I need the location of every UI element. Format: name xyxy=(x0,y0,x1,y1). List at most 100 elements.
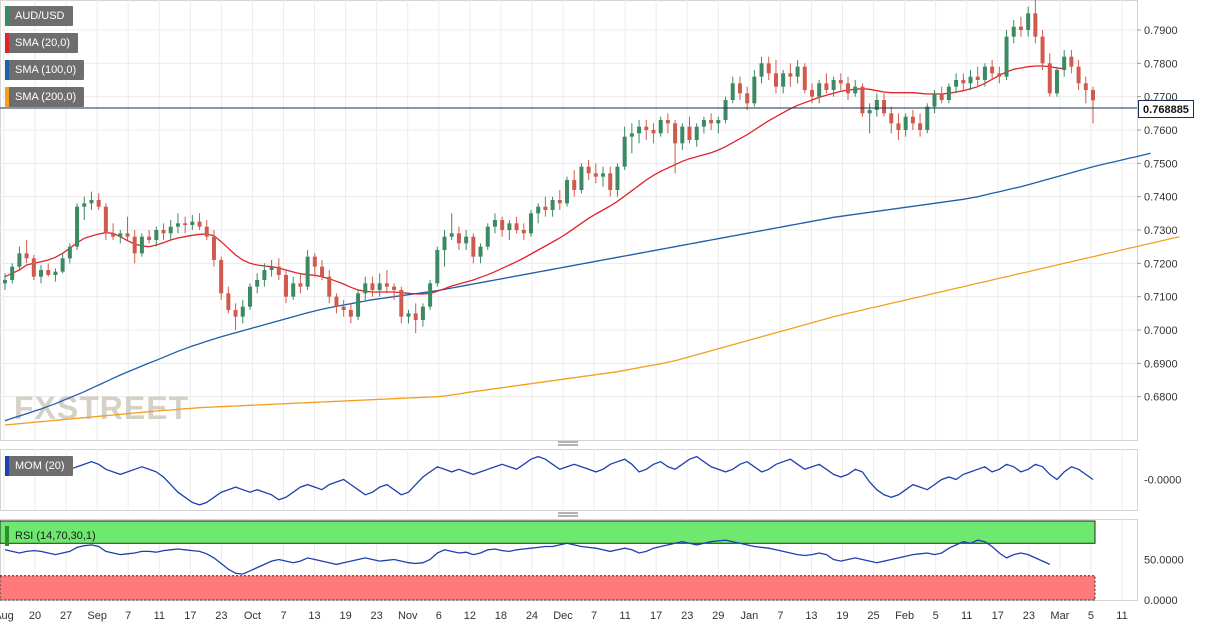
candle-body xyxy=(629,133,634,137)
candle-body xyxy=(485,226,490,247)
date-tick-label: 18 xyxy=(495,610,507,622)
legend-rsi-swatch xyxy=(5,526,9,546)
candle-body xyxy=(46,270,51,275)
candle-body xyxy=(838,80,843,84)
candle-body xyxy=(759,63,764,77)
candle-body xyxy=(809,90,814,97)
candle-body xyxy=(1069,56,1074,67)
date-tick-label: 13 xyxy=(805,610,817,622)
candle-body xyxy=(327,276,332,297)
candle-body xyxy=(111,233,116,237)
candle-body xyxy=(471,236,476,257)
date-tick-label: 20 xyxy=(29,610,41,622)
candle-body xyxy=(680,126,685,144)
candle-body xyxy=(1040,36,1045,64)
candle-body xyxy=(766,63,771,74)
candle-body xyxy=(990,66,995,74)
candle-body xyxy=(615,166,620,190)
price-tick-label: 0.7900 xyxy=(1144,25,1178,37)
legend-rsi[interactable]: RSI (14,70,30,1) xyxy=(5,526,104,546)
candle-body xyxy=(925,106,930,130)
candle-body xyxy=(982,66,987,80)
fxstreet-watermark: FXSTREET xyxy=(14,390,189,426)
legend-sma20-swatch xyxy=(5,33,9,53)
candle-body xyxy=(673,123,678,144)
candle-body xyxy=(492,220,497,227)
candle-body xyxy=(312,256,317,267)
last-price-label: 0.768885 xyxy=(1138,100,1194,118)
rsi-tick-label: 0.0000 xyxy=(1144,595,1178,607)
candle-body xyxy=(24,253,29,259)
date-tick-label: Nov xyxy=(398,610,418,622)
date-tick-label: 7 xyxy=(125,610,131,622)
candle-body xyxy=(276,266,281,275)
candle-body xyxy=(896,123,901,130)
candle-body xyxy=(601,173,606,177)
candle-body xyxy=(637,126,642,134)
candle-body xyxy=(442,236,447,250)
legend-sma200-swatch xyxy=(5,87,9,107)
legend-sma100[interactable]: SMA (100,0) xyxy=(5,60,85,80)
legend-sma200[interactable]: SMA (200,0) xyxy=(5,87,85,107)
date-tick-label: 23 xyxy=(681,610,693,622)
candle-body xyxy=(377,283,382,290)
candlestick-series xyxy=(3,0,1095,334)
date-tick-label: 19 xyxy=(836,610,848,622)
candle-body xyxy=(298,283,303,287)
candle-body xyxy=(219,260,224,294)
candle-body xyxy=(320,266,325,277)
date-tick-label: 23 xyxy=(1023,610,1035,622)
date-tick-label: Aug xyxy=(0,610,14,622)
date-tick-label: 11 xyxy=(961,610,972,622)
candle-body xyxy=(651,130,656,134)
candle-body xyxy=(348,310,353,317)
date-tick-label: Oct xyxy=(244,610,261,622)
candle-body xyxy=(701,120,706,127)
candle-body xyxy=(262,270,267,280)
candle-body xyxy=(269,266,274,270)
candle-body xyxy=(622,136,627,167)
candle-body xyxy=(456,233,461,244)
candle-body xyxy=(132,236,137,254)
candle-body xyxy=(557,200,562,204)
candle-body xyxy=(1054,70,1059,94)
candle-body xyxy=(392,286,397,290)
candle-body xyxy=(579,166,584,190)
panel-frame-2 xyxy=(0,449,1138,511)
grid-lines xyxy=(0,0,1138,601)
candle-body xyxy=(211,236,216,260)
price-tick-label: 0.7100 xyxy=(1144,292,1178,304)
legend-audusd[interactable]: AUD/USD xyxy=(5,6,73,26)
candle-body xyxy=(795,66,800,77)
candle-body xyxy=(103,206,108,234)
candle-body xyxy=(96,200,101,207)
candle-body xyxy=(435,250,440,284)
candle-body xyxy=(10,266,15,280)
candle-body xyxy=(946,86,951,100)
candle-body xyxy=(658,120,663,134)
candle-body xyxy=(514,223,519,230)
date-tick-label: 7 xyxy=(777,610,783,622)
date-tick-label: 11 xyxy=(154,610,165,622)
candle-body xyxy=(932,93,937,107)
momentum-tick-label: -0.0000 xyxy=(1144,475,1181,487)
legend-sma200-label: SMA (200,0) xyxy=(15,91,77,103)
candle-body xyxy=(889,113,894,124)
date-tick-label: 7 xyxy=(280,610,286,622)
candle-body xyxy=(449,233,454,237)
legend-momentum[interactable]: MOM (20) xyxy=(5,456,73,476)
candle-body xyxy=(334,296,339,307)
candle-body xyxy=(961,80,966,84)
candle-body xyxy=(1033,13,1038,37)
date-tick-label: Mar xyxy=(1050,610,1069,622)
candle-body xyxy=(773,73,778,87)
candle-body xyxy=(356,293,361,317)
price-tick-label: 0.7000 xyxy=(1144,325,1178,337)
legend-sma100-swatch xyxy=(5,60,9,80)
panel-divider-2[interactable] xyxy=(558,512,578,517)
panel-divider-1[interactable] xyxy=(558,441,578,446)
legend-sma20[interactable]: SMA (20,0) xyxy=(5,33,79,53)
price-tick-label: 0.7800 xyxy=(1144,58,1178,70)
legend-audusd-label: AUD/USD xyxy=(15,10,65,22)
candle-body xyxy=(846,83,851,94)
